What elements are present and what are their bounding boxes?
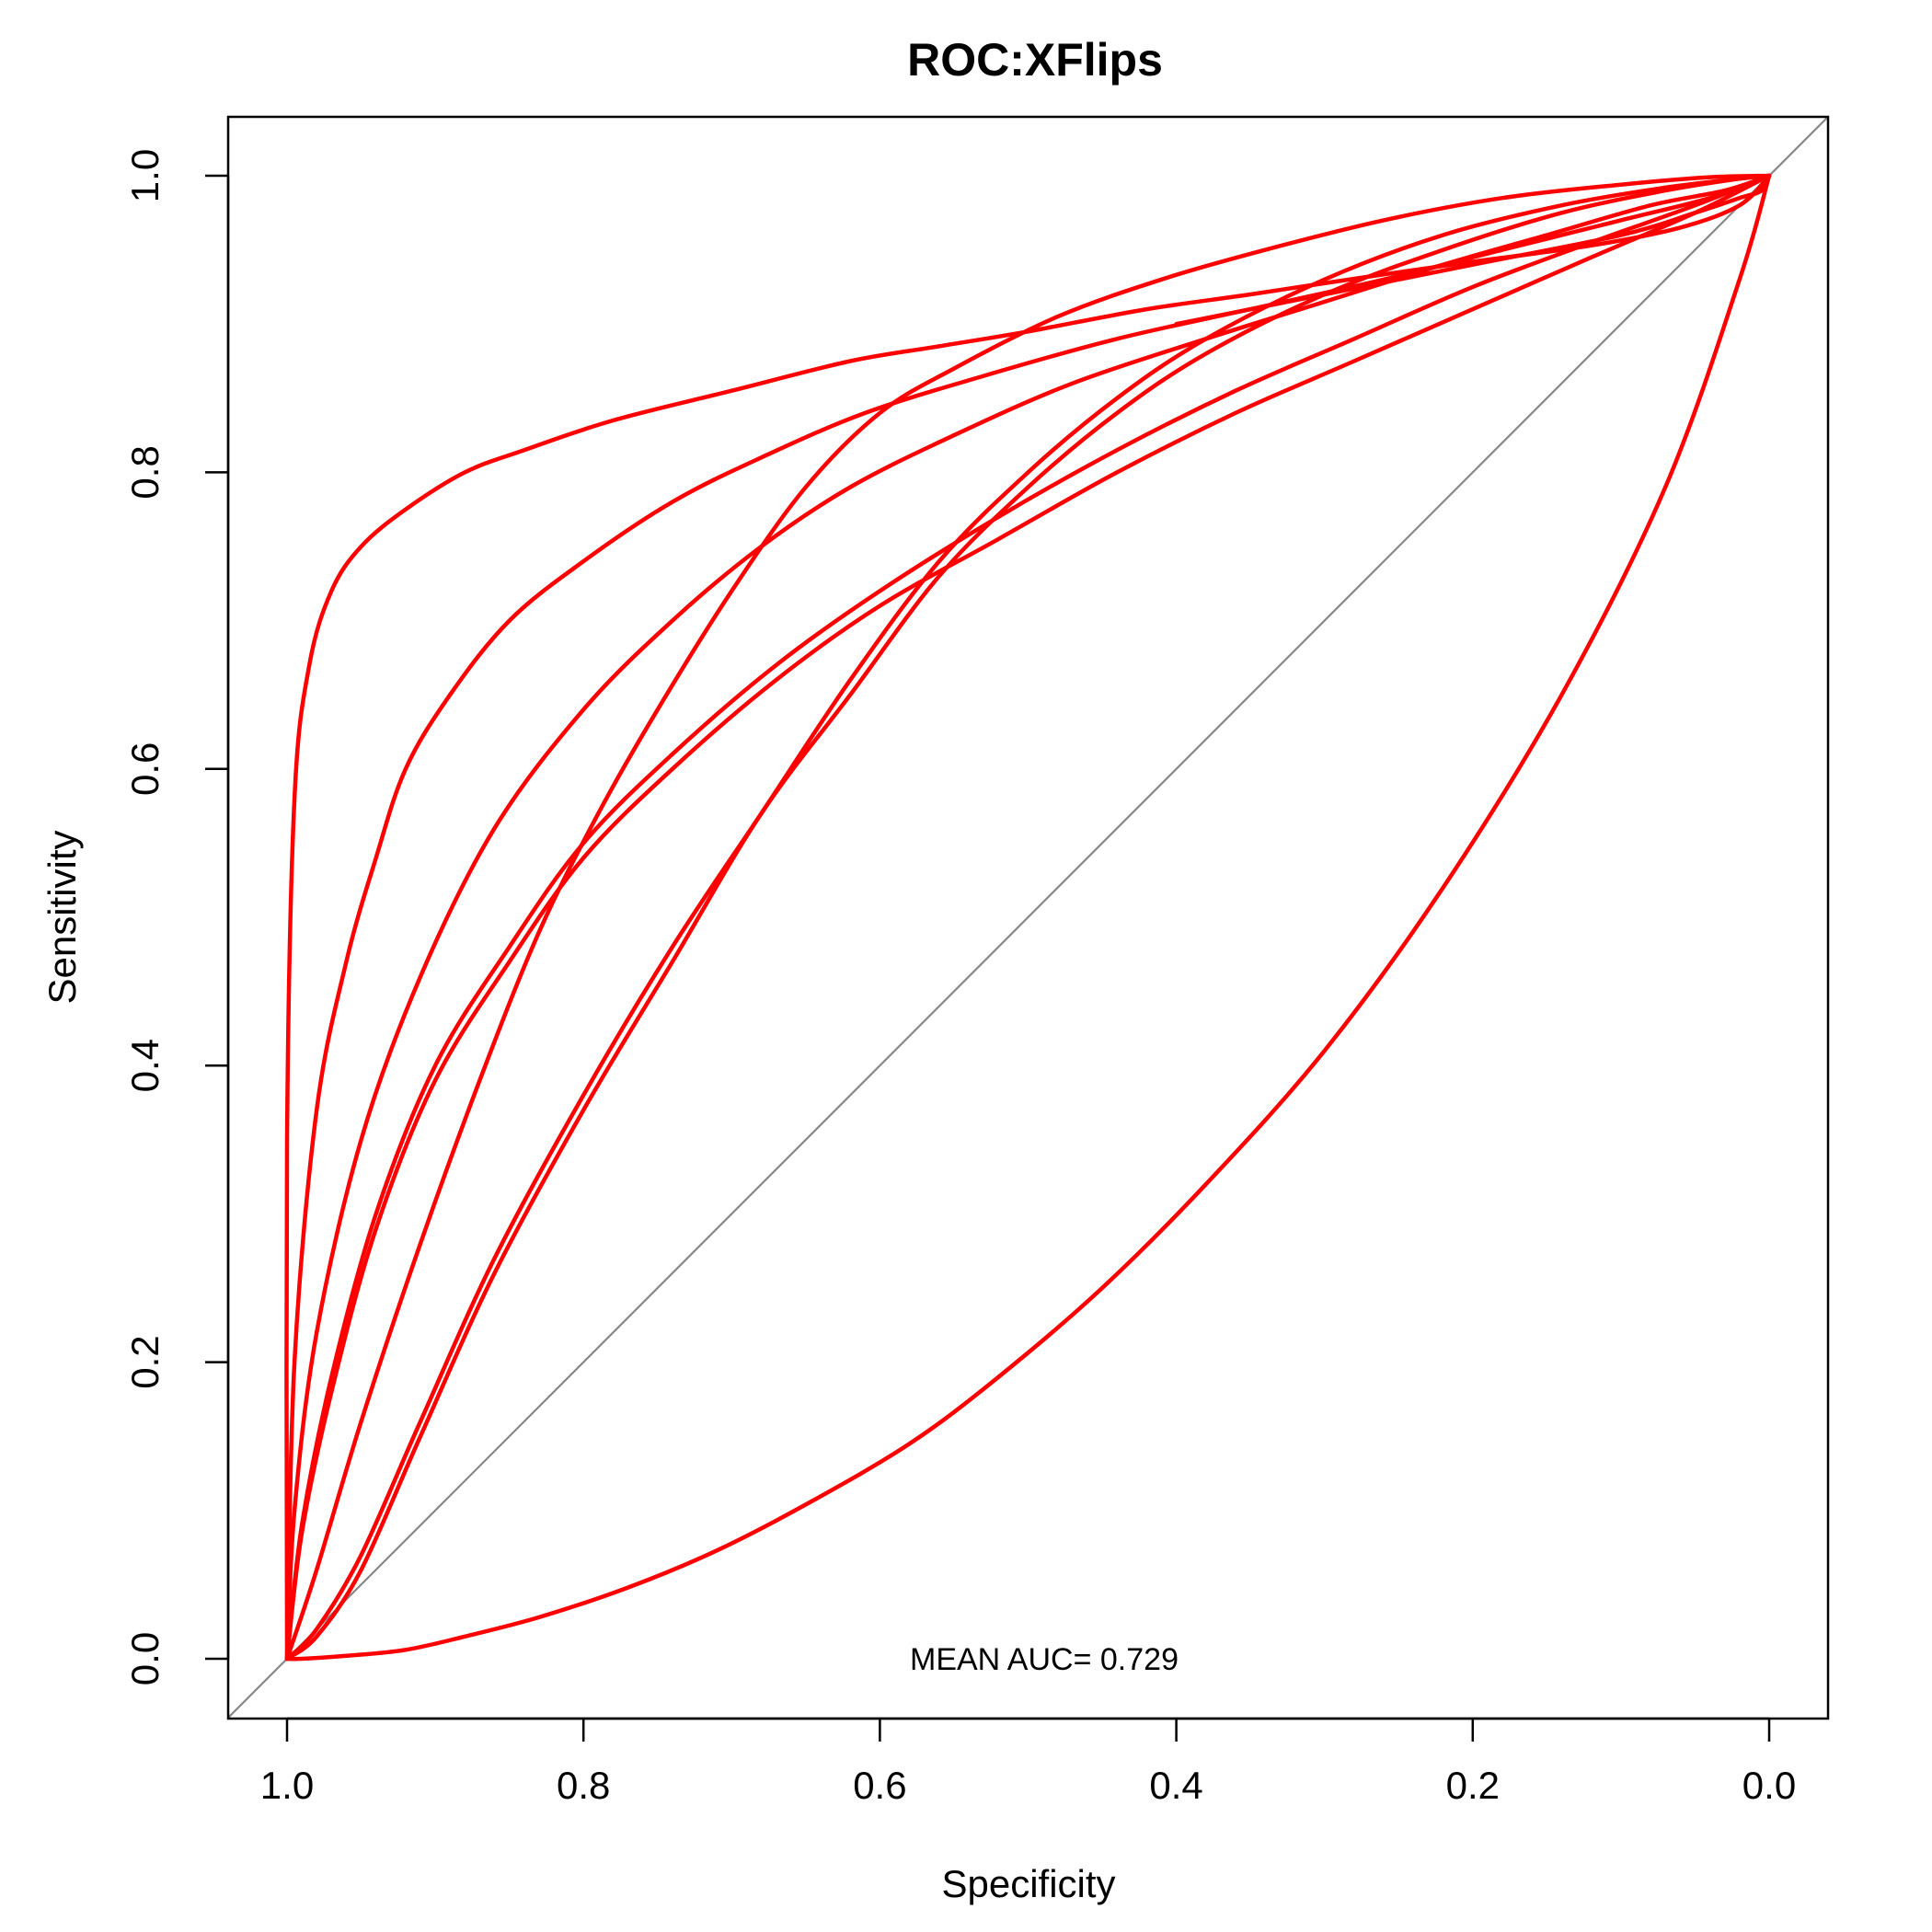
reference-diagonal-line (227, 116, 1829, 1719)
roc-curve-3 (284, 173, 1772, 1662)
roc-curve-4 (284, 173, 1772, 1662)
x-axis: 1.0 0.8 0.6 0.4 0.2 0.0 (260, 1717, 1796, 1807)
roc-curve-1 (284, 173, 1772, 1662)
x-tick-label: 0.4 (1149, 1764, 1202, 1807)
roc-curve-6 (284, 173, 1772, 1662)
y-tick-label: 0.8 (123, 445, 167, 499)
y-axis-title: Sensitivity (40, 830, 84, 1004)
roc-curve-5 (284, 173, 1772, 1662)
reference-diagonal-layer (227, 116, 1829, 1719)
roc-curve-7 (284, 173, 1772, 1662)
x-tick-label: 1.0 (260, 1764, 314, 1807)
roc-curve-10 (1174, 173, 1772, 327)
y-tick-label: 0.4 (123, 1039, 167, 1092)
chart-title: ROC:XFlips (907, 34, 1163, 86)
y-tick-label: 0.6 (123, 742, 167, 796)
roc-curve-8 (284, 173, 1772, 1662)
x-tick-label: 0.2 (1446, 1764, 1500, 1807)
y-tick-label: 1.0 (123, 149, 167, 202)
y-tick-label: 0.0 (123, 1632, 167, 1685)
x-tick-label: 0.0 (1742, 1764, 1796, 1807)
x-tick-label: 0.6 (853, 1764, 906, 1807)
y-tick-label: 0.2 (123, 1335, 167, 1388)
roc-curve-9 (284, 173, 1772, 1662)
y-axis: 0.0 0.2 0.4 0.6 0.8 1.0 (123, 149, 230, 1685)
x-axis-title: Specificity (941, 1862, 1115, 1905)
x-tick-label: 0.8 (557, 1764, 610, 1807)
series-layer (284, 173, 1772, 1662)
mean-auc-annotation: MEAN AUC= 0.729 (910, 1642, 1179, 1677)
